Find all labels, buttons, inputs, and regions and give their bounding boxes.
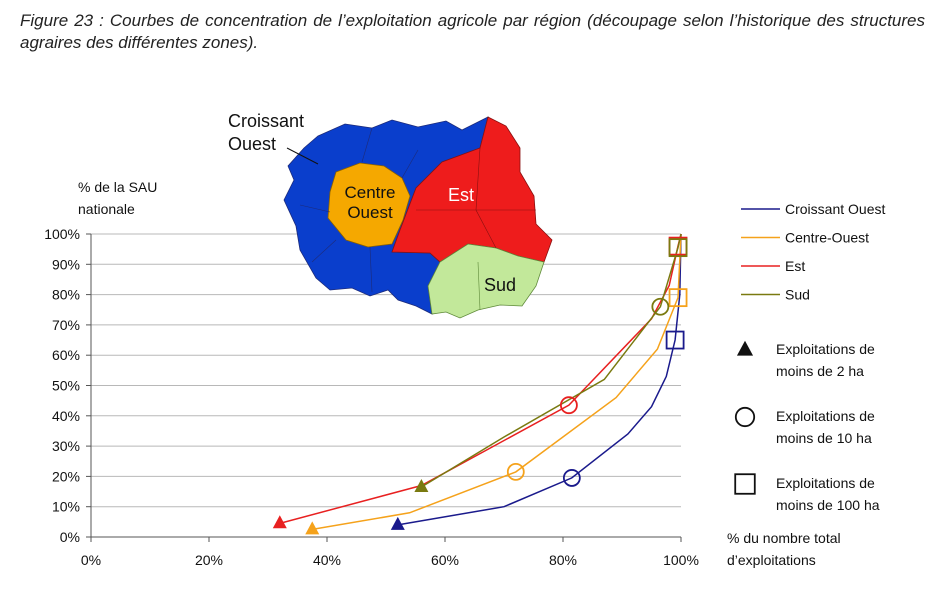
- y-tick-label: 60%: [52, 347, 80, 363]
- legend-label-est: Est: [785, 258, 805, 274]
- y-tick-label: 20%: [52, 468, 80, 484]
- marker-triangle-croissant-ouest: [390, 516, 405, 530]
- y-tick-label: 80%: [52, 287, 80, 303]
- legend-marker-label-circle: Exploitations de moins de 10 ha: [776, 408, 875, 446]
- marker-legend: Exploitations de moins de 2 ha Exploitatio…: [734, 340, 880, 513]
- map-internal-borders: [299, 127, 419, 293]
- x-axis-title: % du nombre total d’exploitations: [727, 530, 841, 568]
- series-line-croissant-ouest: [397, 233, 682, 526]
- legend-label-sud: Sud: [785, 287, 810, 303]
- marker-triangle-est: [272, 515, 287, 529]
- marker-square-croissant-ouest: [665, 330, 685, 350]
- marker-triangle-centre-ouest: [305, 521, 320, 535]
- y-tick-label: 70%: [52, 317, 80, 333]
- y-tick-label: 100%: [44, 226, 80, 242]
- series-line-sud: [421, 233, 682, 488]
- x-tick-label: 80%: [549, 552, 577, 568]
- axes: [86, 233, 682, 542]
- legend-marker-circle: [734, 406, 756, 428]
- legend-marker-label-triangle: Exploitations de moins de 2 ha: [776, 341, 875, 379]
- marker-triangle-sud: [414, 478, 429, 492]
- y-tick-label: 40%: [52, 408, 80, 424]
- y-axis-title: % de la SAU nationale: [78, 179, 157, 217]
- map-region-centre-ouest: [327, 162, 411, 248]
- series-markers: [272, 236, 688, 535]
- region-map: Croissant Ouest Centre Ouest Est Sud: [228, 111, 553, 319]
- map-label-est: Est: [448, 185, 474, 205]
- map-region-sud: [427, 243, 545, 319]
- marker-square-centre-ouest: [668, 288, 688, 308]
- map-label-sud: Sud: [484, 275, 516, 295]
- figure-caption: Figure 23 : Courbes de concentration de …: [20, 11, 925, 52]
- legend-marker-label-square: Exploitations de moins de 100 ha: [776, 475, 880, 513]
- y-tick-label: 90%: [52, 256, 80, 272]
- legend-marker-square: [734, 473, 756, 495]
- map-label-centre-ouest: Centre Ouest: [344, 183, 395, 222]
- x-tick-label: 60%: [431, 552, 459, 568]
- x-tick-label: 20%: [195, 552, 223, 568]
- marker-circle-croissant-ouest: [562, 469, 581, 487]
- map-label-leader-line: [286, 147, 319, 165]
- legend-marker-triangle: [736, 340, 754, 356]
- y-tick-label: 50%: [52, 378, 80, 394]
- map-label-croissant-ouest: Croissant Ouest: [228, 111, 304, 154]
- series-legend: Croissant Ouest Centre-Ouest Est Sud: [741, 201, 885, 303]
- x-tick-label: 100%: [663, 552, 699, 568]
- marker-circle-sud: [651, 297, 670, 316]
- x-tick-label: 40%: [313, 552, 341, 568]
- marker-square-sud: [668, 238, 688, 258]
- y-tick-label: 0%: [60, 529, 80, 545]
- legend-label-croissant-ouest: Croissant Ouest: [785, 201, 885, 217]
- legend-label-centre-ouest: Centre-Ouest: [785, 230, 869, 246]
- series-line-centre-ouest: [312, 233, 682, 531]
- tick-labels: 0% 10% 20% 30% 40% 50% 60% 70% 80% 90% 100% 0% 20% 40…: [44, 226, 699, 568]
- marker-circle-est: [560, 396, 578, 415]
- y-tick-label: 10%: [52, 499, 80, 515]
- y-tick-label: 30%: [52, 438, 80, 454]
- x-tick-label: 0%: [81, 552, 101, 568]
- marker-circle-centre-ouest: [506, 462, 525, 481]
